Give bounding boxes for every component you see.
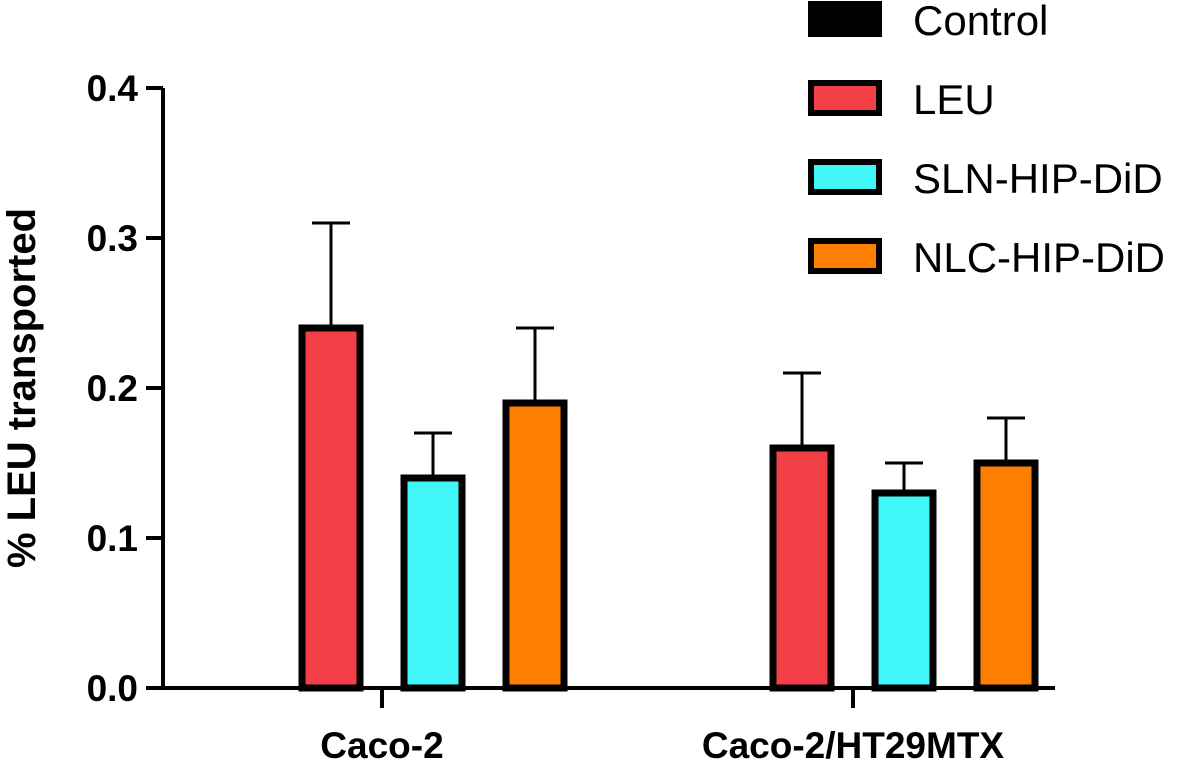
legend-swatch-leu [808, 80, 882, 116]
bars-layer [298, 324, 1039, 692]
legend-label-leu: LEU [913, 76, 995, 123]
x-tick-label: Caco-2/HT29MTX [702, 725, 1005, 763]
y-tick-label: 0.0 [87, 668, 138, 709]
bar-nlc-hip-did-caco-2-ht29mtx [973, 459, 1039, 692]
legend-swatch-sln-hip-did [808, 159, 882, 195]
y-tick-label: 0.4 [87, 68, 139, 109]
bar-sln-hip-did-caco-2-ht29mtx [871, 489, 937, 692]
bar-nlc-hip-did-caco-2 [502, 399, 568, 692]
y-axis-label: % LEU transported [0, 208, 44, 568]
x-tick-label: Caco-2 [320, 725, 443, 763]
legend-swatch-nlc-hip-did [808, 238, 882, 274]
y-tick-label: 0.2 [87, 368, 138, 409]
axes: 0.0 0.1 0.2 0.3 0.4 Caco-2 Caco-2/HT29MTX [87, 68, 1055, 763]
y-tick-label: 0.3 [87, 218, 138, 259]
legend: Control LEU SLN-HIP-DiD NLC-HIP-DiD [808, 0, 1165, 281]
bar-sln-hip-did-caco-2 [400, 474, 466, 692]
legend-swatch-control [808, 1, 882, 37]
error-bars-layer [312, 221, 1025, 493]
legend-label-nlc-hip-did: NLC-HIP-DiD [913, 234, 1165, 281]
y-tick-label: 0.1 [87, 518, 138, 559]
legend-label-sln-hip-did: SLN-HIP-DiD [913, 155, 1163, 202]
bar-leu-caco-2 [298, 324, 364, 692]
bar-leu-caco-2-ht29mtx [769, 444, 835, 692]
legend-label-control: Control [913, 0, 1048, 44]
